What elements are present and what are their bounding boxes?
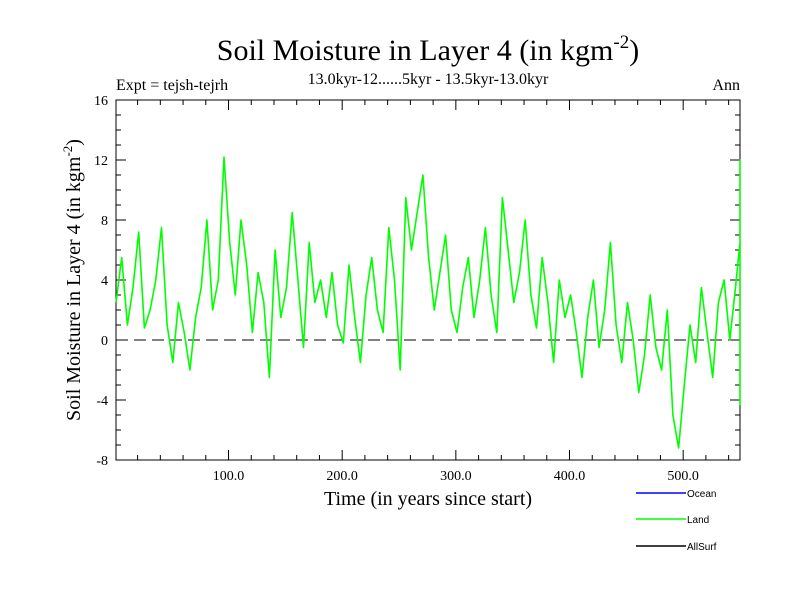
y-tick-label: 16 [94,94,108,109]
chart-title-main: Soil Moisture in Layer 4 (in kgm [217,34,614,67]
chart-subtitle: 13.0kyr-12......5kyr - 13.5kyr-13.0kyr [308,71,549,88]
y-axis-label-sup: -2 [60,146,75,157]
y-axis-label-close: ) [63,139,85,146]
legend-label-land: Land [687,515,709,526]
season-label: Ann [712,77,740,94]
y-tick-label: 0 [101,334,108,349]
legend-label-allsurf: AllSurf [687,542,717,553]
x-tick-label: 500.0 [667,469,699,484]
plot-frame [115,99,741,461]
x-tick-label: 100.0 [213,469,245,484]
y-tick-label: -4 [96,394,108,409]
chart-title: Soil Moisture in Layer 4 (in kgm-2) [217,32,639,67]
x-axis-label: Time (in years since start) [324,488,532,510]
expt-label: Expt = tejsh-tejrh [116,77,228,94]
x-tick-label: 300.0 [440,469,472,484]
y-axis-label: Soil Moisture in Layer 4 (in kgm-2) [60,139,85,421]
y-tick-label: 4 [101,274,108,289]
y-tick-label: 8 [101,214,108,229]
y-tick-label: -8 [96,454,108,469]
y-axis-label-main: Soil Moisture in Layer 4 (in kgm [63,156,85,421]
x-axis-ticks: 100.0 200.0 300.0 400.0 500.0 [137,100,730,484]
y-axis-ticks: -8 -4 0 4 8 12 16 [94,94,740,469]
x-tick-label: 200.0 [326,469,358,484]
land-series-line [115,156,741,449]
chart-legend: Ocean Land AllSurf [636,489,717,553]
legend-label-ocean: Ocean [687,489,716,500]
x-tick-label: 400.0 [554,469,586,484]
chart-title-close: ) [629,34,639,67]
y-tick-label: 12 [94,154,108,169]
chart-title-sup: -2 [613,32,629,53]
